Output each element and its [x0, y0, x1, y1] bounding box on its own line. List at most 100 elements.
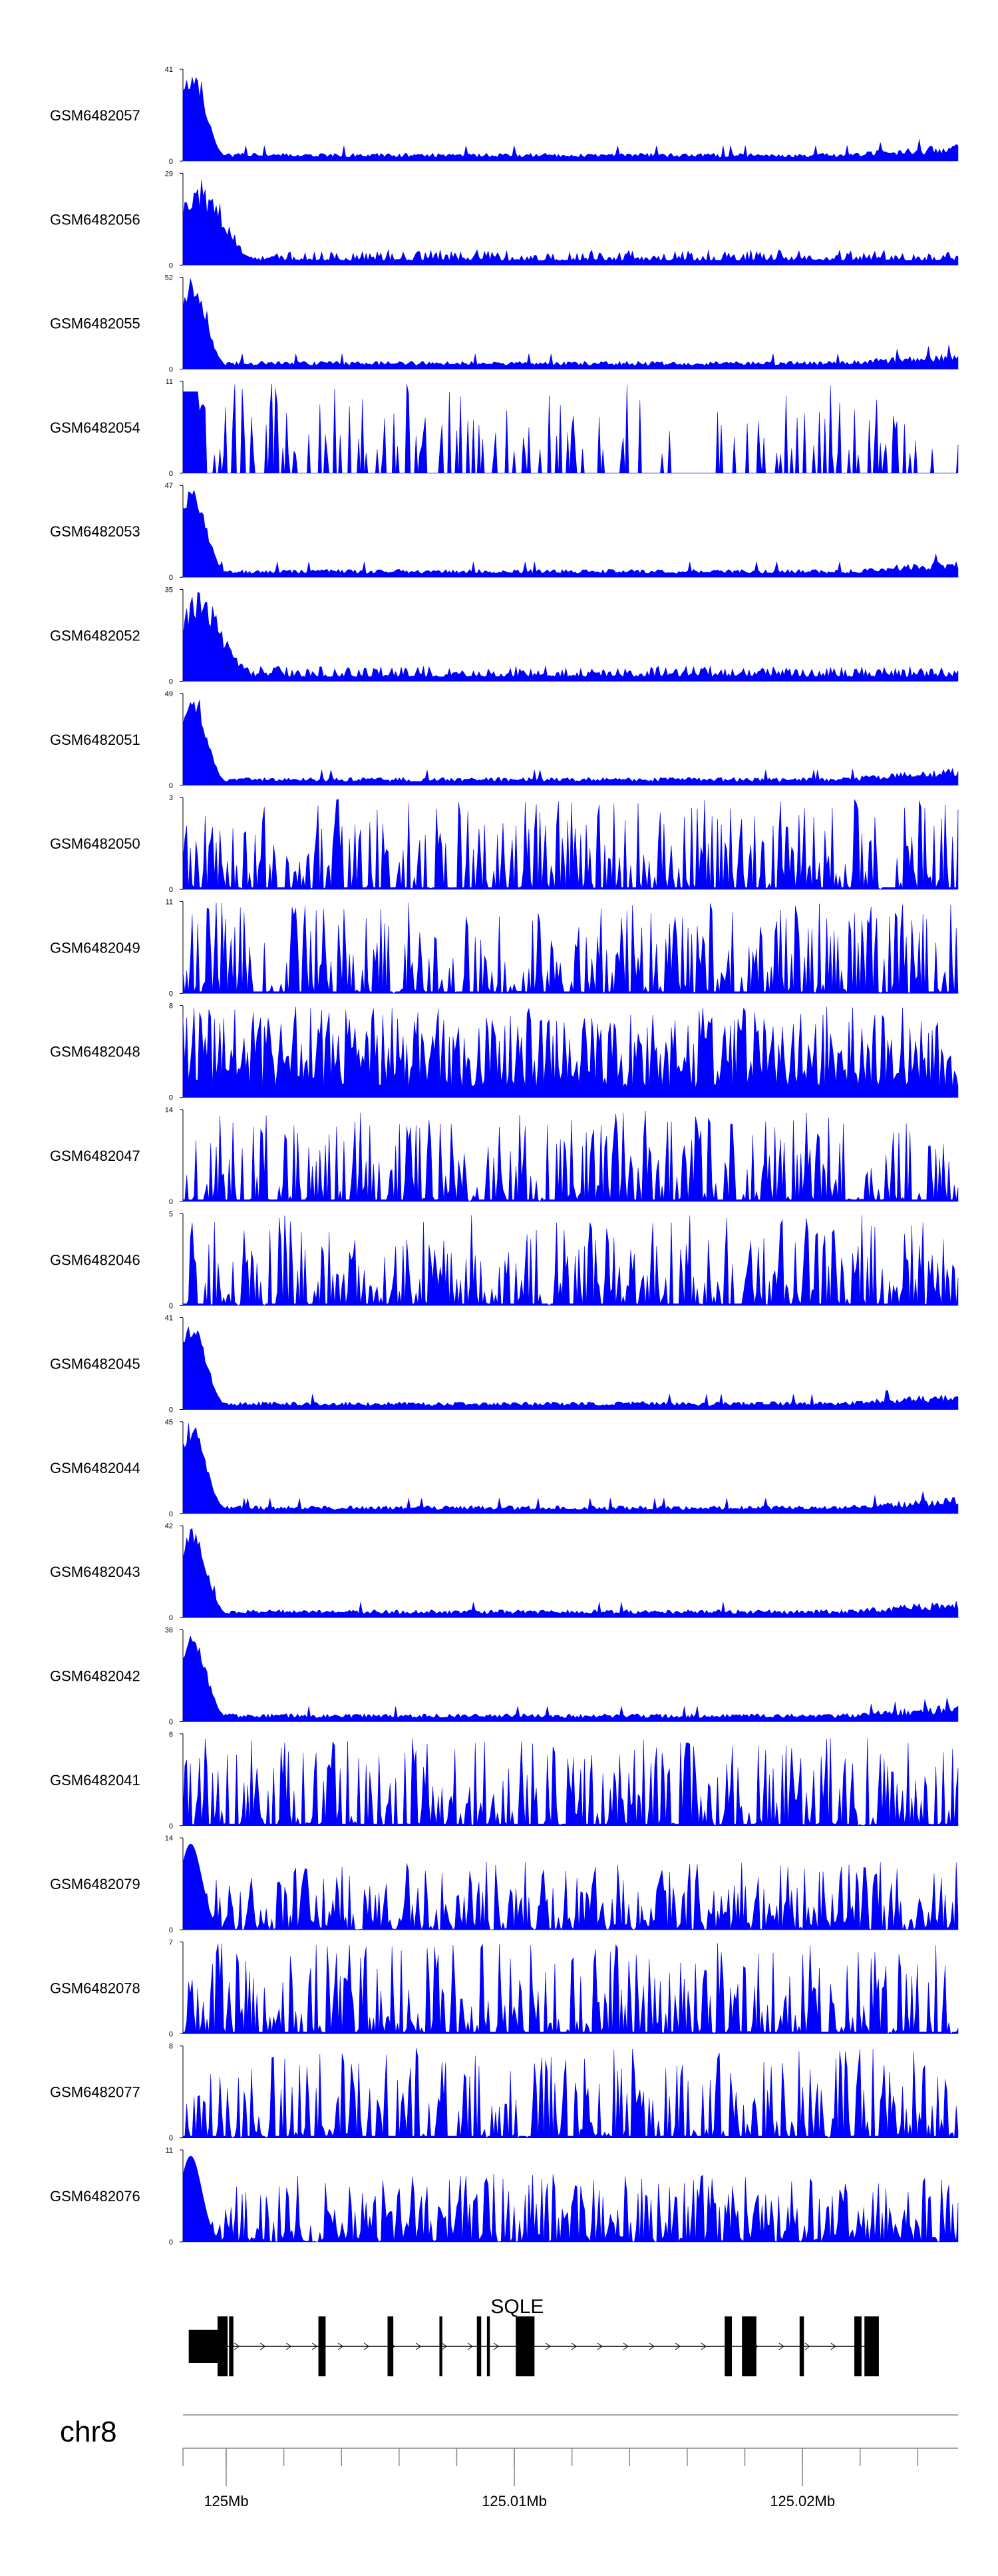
coverage-track: GSM6482042 36 0 [50, 1627, 959, 1727]
y-axis-max-label: 6 [169, 1731, 173, 1739]
coverage-area [182, 1111, 959, 1202]
gene-exon [742, 2316, 756, 2376]
coverage-track: GSM6482046 5 0 [50, 1210, 959, 1310]
coverage-track: GSM6482052 35 0 [50, 586, 959, 686]
coverage-track: GSM6482050 3 0 [50, 794, 959, 894]
strand-arrow [259, 2342, 266, 2350]
y-axis-max-label: 41 [165, 1315, 173, 1323]
track-label: GSM6482050 [50, 835, 140, 852]
coverage-area [182, 700, 959, 786]
chromosome-label: chr8 [60, 2416, 117, 2448]
coverage-track: GSM6482055 52 0 [50, 274, 959, 374]
coverage-tracks: GSM6482057410GSM6482056290GSM6482055520G… [50, 66, 959, 2247]
track-label: GSM6482048 [50, 1044, 140, 1060]
y-axis-max-label: 11 [166, 2147, 173, 2155]
coverage-area [182, 77, 959, 162]
coverage-track: GSM6482053 47 0 [50, 482, 959, 582]
y-axis-min-label: 0 [169, 990, 173, 998]
axis-tick-label: 125.01Mb [482, 2493, 547, 2509]
coverage-track: GSM6482077 8 0 [50, 2043, 959, 2143]
coverage-area [182, 1738, 959, 1826]
y-axis-min-label: 0 [169, 470, 173, 478]
y-axis-max-label: 5 [169, 1210, 173, 1218]
coverage-track: GSM6482056 29 0 [50, 170, 959, 270]
track-label: GSM6482051 [50, 732, 140, 748]
coverage-track: GSM6482041 6 0 [50, 1731, 959, 1830]
strand-arrow [571, 2342, 577, 2350]
coverage-area [182, 1943, 959, 2034]
gene-exon [516, 2316, 535, 2376]
y-axis-max-label: 45 [165, 1418, 173, 1426]
strand-arrow [363, 2342, 370, 2350]
coverage-track: GSM6482047 14 0 [50, 1106, 959, 1206]
coverage-track: GSM6482078 7 0 [50, 1938, 959, 2038]
gene-exon [439, 2316, 442, 2376]
y-axis-max-label: 7 [169, 1938, 173, 1946]
y-axis-min-label: 0 [169, 1510, 173, 1518]
track-label: GSM6482043 [50, 1564, 140, 1580]
track-label: GSM6482049 [50, 939, 140, 956]
strand-arrow [545, 2342, 551, 2350]
strand-arrow [234, 2342, 240, 2350]
y-axis-max-label: 11 [166, 898, 173, 906]
strand-arrow [778, 2342, 784, 2350]
coverage-track: GSM6482043 42 0 [50, 1522, 959, 1622]
strand-arrow [649, 2342, 655, 2350]
coverage-area [182, 1843, 959, 1930]
y-axis-min-label: 0 [169, 158, 173, 166]
y-axis-min-label: 0 [169, 1719, 173, 1727]
strand-arrow [441, 2342, 447, 2350]
coverage-area [182, 1006, 959, 1098]
track-label: GSM6482077 [50, 2084, 140, 2101]
strand-arrow [597, 2342, 603, 2350]
y-axis-min-label: 0 [169, 2239, 173, 2247]
coverage-track: GSM6482049 11 0 [50, 898, 959, 998]
coverage-track: GSM6482045 41 0 [50, 1315, 959, 1414]
y-axis-min-label: 0 [169, 1198, 173, 1206]
coverage-area [182, 489, 959, 578]
track-label: GSM6482044 [50, 1460, 140, 1476]
coverage-track: GSM6482051 49 0 [50, 690, 959, 790]
y-axis-min-label: 0 [169, 262, 173, 270]
track-label: GSM6482046 [50, 1251, 140, 1268]
track-label: GSM6482054 [50, 419, 140, 436]
gene-exon [217, 2316, 228, 2376]
y-axis-max-label: 29 [165, 170, 173, 178]
track-label: GSM6482045 [50, 1356, 140, 1373]
y-axis-max-label: 42 [165, 1522, 173, 1530]
y-axis-max-label: 47 [165, 482, 173, 490]
axis-tick-label: 125.02Mb [770, 2493, 835, 2509]
y-axis-max-label: 52 [165, 274, 173, 282]
track-label: GSM6482053 [50, 523, 140, 540]
y-axis-min-label: 0 [169, 1926, 173, 1934]
y-axis-min-label: 0 [169, 1823, 173, 1830]
gene-exon [476, 2316, 482, 2376]
y-axis-min-label: 0 [169, 1614, 173, 1622]
coverage-area [182, 180, 959, 266]
track-label: GSM6482076 [50, 2188, 140, 2205]
track-label: GSM6482047 [50, 1148, 140, 1164]
coverage-area [182, 1528, 959, 1618]
coverage-track: GSM6482057 41 0 [50, 66, 959, 166]
track-label: GSM6482042 [50, 1668, 140, 1685]
coverage-track: GSM6482079 14 0 [50, 1834, 959, 1934]
gene-exon [864, 2316, 879, 2376]
track-label: GSM6482056 [50, 211, 140, 228]
coverage-area [182, 903, 959, 994]
strand-arrow [311, 2342, 318, 2350]
coverage-area [182, 591, 959, 682]
y-axis-min-label: 0 [169, 366, 173, 374]
y-axis-min-label: 0 [169, 574, 173, 582]
coverage-area [182, 1215, 959, 1306]
coverage-area [182, 383, 959, 474]
track-label: GSM6482055 [50, 316, 140, 332]
gene-exon [387, 2316, 394, 2376]
strand-arrow [337, 2342, 344, 2350]
strand-arrow [285, 2342, 292, 2350]
track-label: GSM6482079 [50, 1876, 140, 1892]
track-label: GSM6482078 [50, 1980, 140, 1996]
strand-arrow [701, 2342, 707, 2350]
coverage-track: GSM6482076 11 0 [50, 2147, 959, 2247]
strand-arrow [675, 2342, 681, 2350]
